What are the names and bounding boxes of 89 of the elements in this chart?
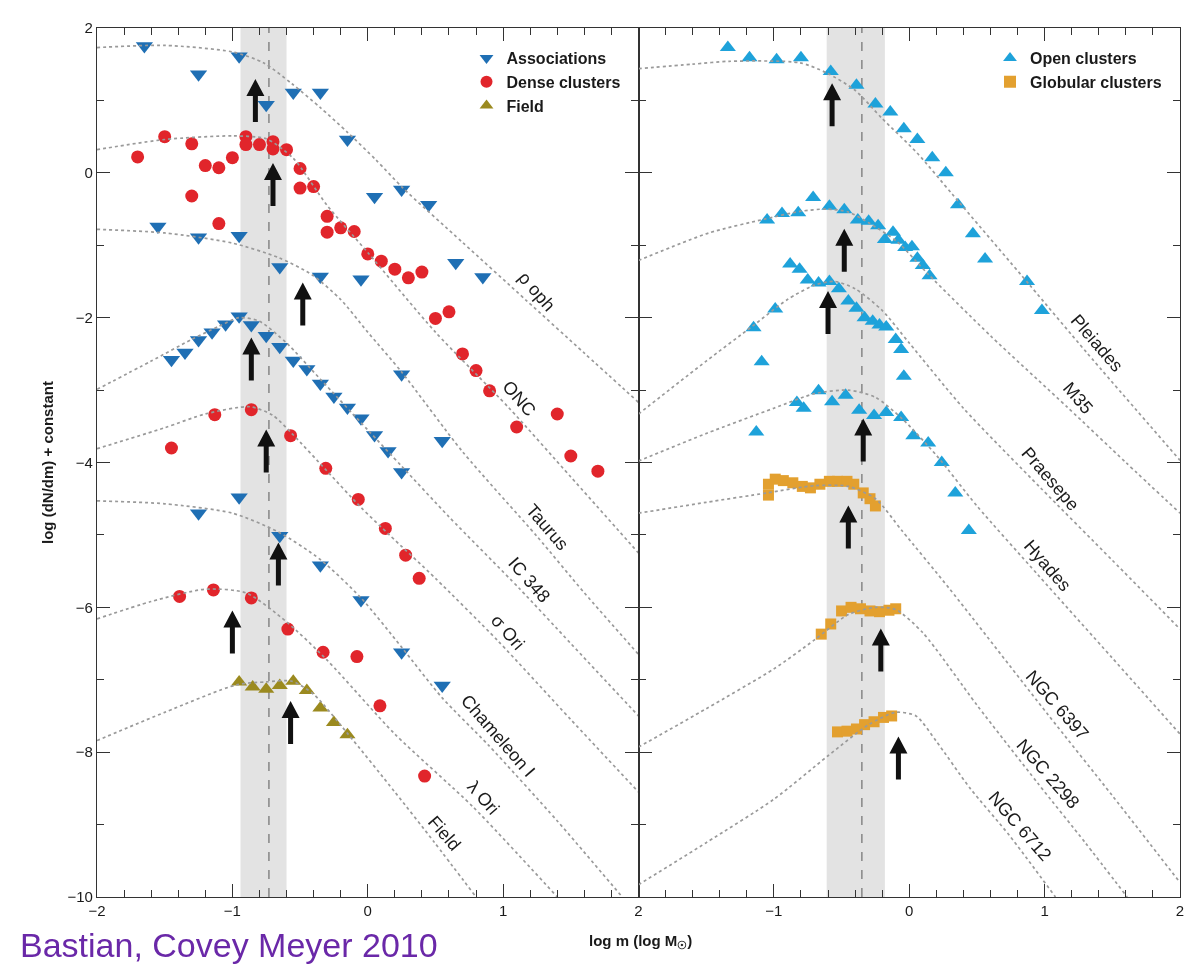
y-tick-label: −2	[75, 308, 93, 326]
point	[510, 420, 524, 434]
annotation: λ Ori	[463, 776, 504, 819]
point	[420, 200, 438, 213]
point	[825, 618, 837, 630]
x-tick-label: 0	[905, 902, 914, 920]
x-tick-label: 1	[498, 902, 508, 920]
y-tick-label: −8	[75, 743, 93, 761]
point	[131, 150, 145, 164]
point	[350, 650, 364, 664]
point	[415, 265, 429, 279]
point	[378, 521, 392, 535]
point	[442, 305, 456, 319]
point	[401, 271, 415, 285]
y-tick-label: −10	[67, 888, 93, 906]
x-tick-label: 2	[634, 902, 643, 920]
point	[185, 189, 199, 203]
legend-label: Dense clusters	[506, 73, 621, 91]
legend-label: Open clusters	[1030, 50, 1137, 68]
annotation: IC 348	[504, 553, 555, 607]
point	[399, 548, 413, 562]
point	[271, 531, 289, 544]
point	[412, 571, 426, 585]
point	[208, 408, 222, 422]
point	[244, 591, 258, 605]
y-tick-label: 0	[84, 164, 93, 182]
point	[293, 161, 307, 175]
x-tick-label: −1	[765, 902, 783, 920]
point	[307, 180, 321, 194]
text: Bastian, Covey Meyer 2010	[20, 926, 438, 964]
point	[447, 258, 465, 271]
point	[456, 347, 470, 361]
point	[469, 364, 483, 378]
point	[890, 603, 902, 615]
point	[388, 262, 402, 276]
point	[848, 478, 860, 490]
y-tick-label: 2	[84, 19, 93, 37]
x-tick-label: 2	[1175, 902, 1185, 920]
point	[173, 589, 187, 603]
point	[158, 130, 172, 144]
point	[225, 151, 239, 165]
point	[373, 699, 387, 713]
point	[281, 622, 295, 636]
y-tick-label: −6	[75, 598, 93, 616]
point	[334, 221, 348, 235]
point	[164, 441, 178, 455]
line-series	[97, 500, 624, 897]
point	[762, 489, 774, 501]
point	[483, 384, 497, 398]
point	[841, 725, 853, 737]
point	[185, 137, 199, 151]
point	[591, 464, 605, 478]
point	[374, 254, 388, 268]
point	[550, 407, 564, 421]
point	[347, 224, 361, 238]
point	[284, 429, 298, 443]
point	[319, 461, 333, 475]
legend-label: Field	[506, 97, 544, 115]
y-axis-title: log (dN/dm) + constant	[38, 381, 56, 544]
point	[418, 769, 432, 783]
point	[320, 225, 334, 239]
y-tick-label: −4	[75, 453, 93, 471]
point	[252, 138, 266, 152]
point	[564, 449, 578, 463]
point	[271, 678, 288, 690]
point	[836, 605, 848, 617]
point	[787, 477, 799, 489]
point	[212, 217, 226, 231]
point	[293, 181, 307, 195]
point	[320, 209, 334, 223]
point	[271, 342, 289, 355]
annotation: ρ oph	[514, 267, 560, 316]
x-tick-label: 1	[1040, 902, 1049, 920]
point	[212, 161, 226, 175]
point	[244, 403, 258, 417]
point	[351, 492, 365, 506]
x-tick-label: 0	[363, 902, 372, 920]
x-tick-label: −1	[223, 902, 241, 920]
x-axis-title: log m (log M$_{☉}$)	[589, 932, 693, 952]
point	[280, 143, 294, 157]
legend-label: Associations	[506, 50, 607, 68]
point	[239, 138, 253, 152]
point	[869, 500, 881, 512]
point	[428, 311, 442, 325]
annotation: σ Ori	[486, 610, 529, 654]
point	[198, 159, 212, 173]
point	[815, 628, 827, 640]
legend-label: Globular clusters	[1030, 73, 1162, 91]
point	[886, 710, 898, 722]
